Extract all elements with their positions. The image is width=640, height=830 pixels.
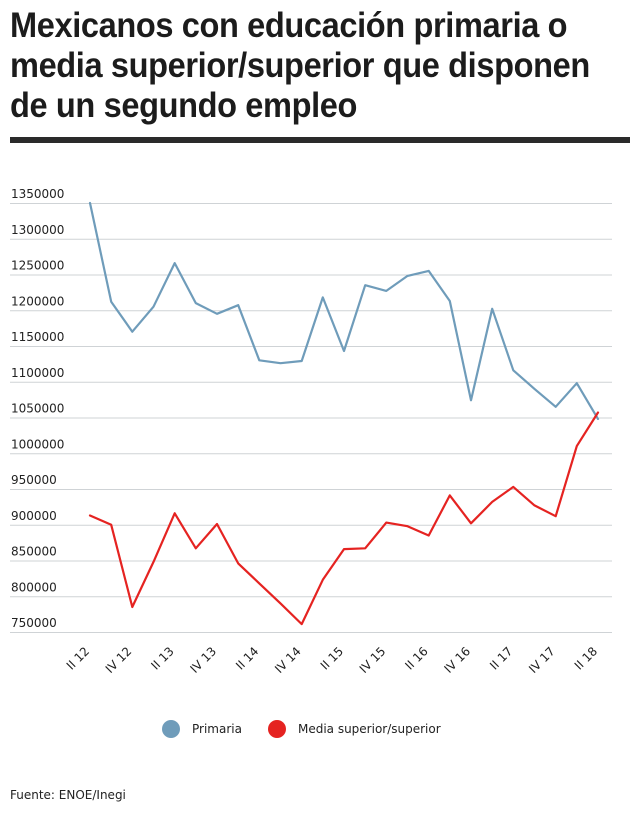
x-tick-label: II 13 [148, 644, 176, 672]
legend-swatch-media-superior [267, 720, 286, 738]
y-tick-label: 750000 [11, 616, 57, 630]
gridlines [10, 203, 612, 633]
x-tick-label: IV 15 [357, 644, 389, 676]
y-tick-label: 1050000 [11, 402, 64, 416]
x-tick-label: II 18 [572, 644, 600, 672]
y-tick-label: 800000 [11, 580, 57, 594]
title-divider [10, 137, 630, 143]
y-tick-label: 1300000 [11, 223, 64, 237]
x-tick-label: IV 12 [103, 644, 135, 676]
y-tick-label: 1250000 [11, 259, 64, 273]
chart-title: Mexicanos con educación primaria o media… [10, 6, 590, 126]
x-tick-label: IV 14 [272, 644, 304, 676]
y-tick-label: 1150000 [11, 330, 64, 344]
legend-label-primaria: Primaria [192, 722, 242, 736]
title-line-2: media superior/superior que disponen [10, 46, 590, 85]
x-tick-label: II 17 [487, 644, 515, 672]
y-tick-label: 1350000 [11, 187, 64, 201]
line-chart: 1350000 1300000 1250000 1200000 1150000 11000… [10, 187, 612, 676]
title-line-3: de un segundo empleo [10, 86, 358, 125]
series-line-media-superior [88, 411, 600, 626]
legend-swatch-primaria [162, 720, 180, 738]
y-axis-tick-labels: 1350000 1300000 1250000 1200000 1150000 11000… [11, 187, 64, 630]
x-tick-label: IV 16 [441, 644, 473, 676]
x-tick-label: II 16 [402, 644, 430, 672]
y-tick-label: 1000000 [11, 437, 64, 451]
source-note: Fuente: ENOE/Inegi [10, 788, 126, 802]
x-tick-label: II 15 [318, 644, 346, 672]
legend-label-media-superior: Media superior/superior [297, 722, 441, 736]
title-line-1: Mexicanos con educación primaria o [10, 6, 568, 45]
y-tick-label: 1200000 [11, 294, 64, 308]
legend-item-media-superior[interactable]: Media superior/superior [267, 720, 441, 738]
x-tick-label: II 12 [64, 644, 92, 672]
x-tick-label: IV 17 [526, 644, 558, 676]
x-tick-label: IV 13 [187, 644, 219, 676]
y-tick-label: 850000 [11, 545, 57, 559]
series-line-primaria [88, 201, 600, 420]
y-tick-label: 950000 [11, 473, 57, 487]
x-tick-label: II 14 [233, 644, 261, 672]
legend-item-primaria[interactable]: Primaria [162, 720, 242, 738]
y-tick-label: 1100000 [11, 366, 64, 380]
x-axis-tick-labels: II 12 IV 12 II 13 IV 13 II 14 IV 14 II 15 IV 15… [64, 644, 600, 676]
series-lines [88, 201, 600, 626]
y-tick-label: 900000 [11, 509, 57, 523]
legend: Primaria Media superior/superior [162, 720, 467, 738]
